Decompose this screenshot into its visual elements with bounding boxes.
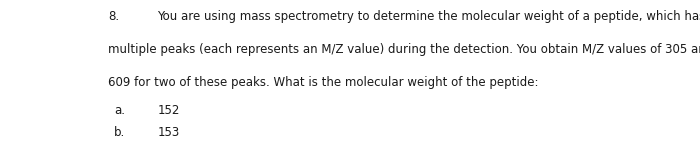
- Text: 609 for two of these peaks. What is the molecular weight of the peptide:: 609 for two of these peaks. What is the …: [108, 76, 539, 89]
- Text: multiple peaks (each represents an M/Z value) during the detection. You obtain M: multiple peaks (each represents an M/Z v…: [108, 43, 700, 56]
- Text: a.: a.: [114, 104, 125, 117]
- Text: 152: 152: [158, 104, 180, 117]
- Text: b.: b.: [114, 126, 125, 139]
- Text: You are using mass spectrometry to determine the molecular weight of a peptide, : You are using mass spectrometry to deter…: [158, 10, 700, 23]
- Text: 8.: 8.: [108, 10, 120, 23]
- Text: 153: 153: [158, 126, 180, 139]
